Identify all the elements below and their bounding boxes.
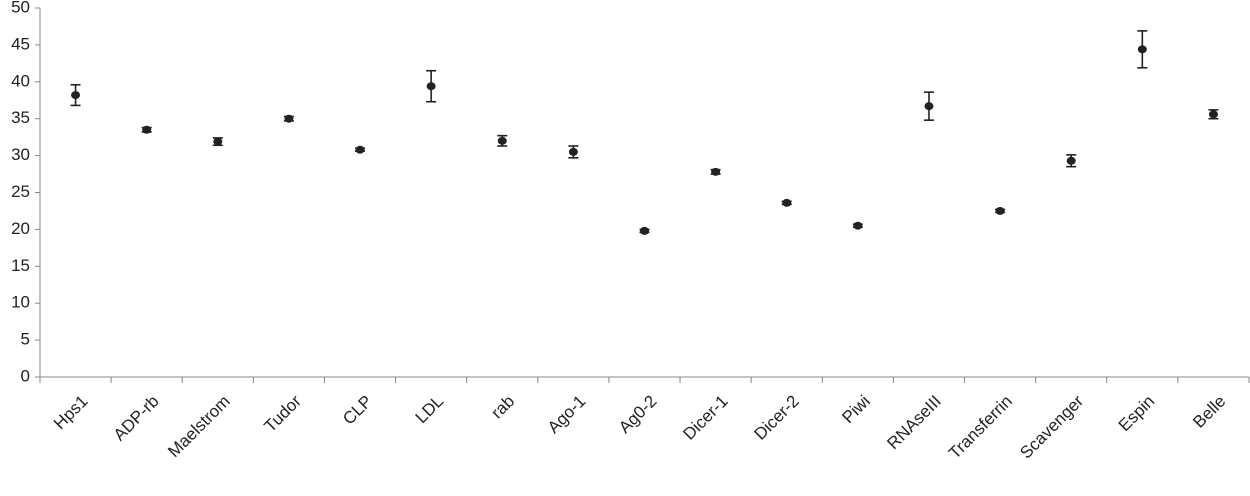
x-tick-label: Belle bbox=[1189, 392, 1229, 432]
y-tick-label: 5 bbox=[21, 330, 30, 349]
dot bbox=[853, 221, 863, 230]
y-tick-label: 30 bbox=[11, 145, 30, 164]
dot bbox=[497, 136, 507, 145]
x-tick-label: CLP bbox=[339, 392, 376, 429]
x-tick-label: ADP-rb bbox=[110, 392, 163, 445]
x-tick-label: Ag0-2 bbox=[615, 392, 661, 438]
x-tick-label: RNAseIII bbox=[883, 392, 945, 454]
y-tick-label: 25 bbox=[11, 182, 30, 201]
dot bbox=[782, 198, 792, 207]
dot bbox=[426, 82, 436, 91]
x-tick-label: Transferrin bbox=[945, 392, 1016, 463]
x-tick-label: Dicer-1 bbox=[679, 392, 731, 444]
x-tick-label: rab bbox=[487, 392, 518, 423]
dot bbox=[568, 147, 578, 156]
y-tick-label: 15 bbox=[11, 256, 30, 275]
dot bbox=[1066, 156, 1076, 165]
x-tick-label: Maelstrom bbox=[164, 392, 234, 462]
dot bbox=[142, 125, 152, 134]
dot bbox=[71, 91, 81, 100]
y-tick-label: 45 bbox=[11, 34, 30, 53]
x-tick-label: Hps1 bbox=[50, 392, 91, 433]
x-tick-label: Tudor bbox=[261, 391, 306, 436]
x-tick-label: Piwi bbox=[838, 392, 873, 427]
y-tick-label: 40 bbox=[11, 71, 30, 90]
dot bbox=[1137, 45, 1147, 54]
x-tick-label: Dicer-2 bbox=[751, 392, 803, 444]
y-tick-label: 50 bbox=[11, 0, 30, 16]
y-tick-label: 0 bbox=[21, 366, 30, 385]
dot bbox=[995, 206, 1005, 215]
dot bbox=[640, 226, 649, 235]
dot bbox=[924, 102, 934, 111]
x-tick-label: Scavenger bbox=[1016, 391, 1087, 462]
dot bbox=[711, 167, 721, 176]
y-tick-label: 20 bbox=[11, 219, 30, 238]
x-tick-label: Ago-1 bbox=[544, 392, 590, 438]
y-tick-label: 35 bbox=[11, 108, 30, 127]
dot bbox=[355, 145, 365, 154]
x-tick-label: Espin bbox=[1115, 392, 1159, 436]
dot bbox=[1208, 110, 1218, 119]
y-tick-label: 10 bbox=[11, 293, 30, 312]
dot bbox=[284, 114, 294, 123]
x-tick-label: LDL bbox=[412, 392, 447, 427]
dot bbox=[213, 137, 223, 146]
